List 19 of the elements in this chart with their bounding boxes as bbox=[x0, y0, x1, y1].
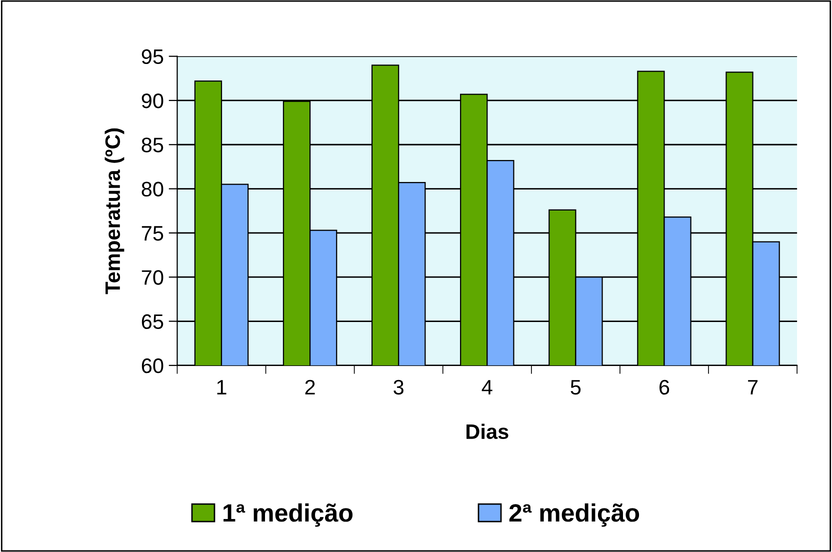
x-tick-label: 7 bbox=[748, 380, 758, 394]
legend-label: 1ª medição bbox=[224, 503, 353, 527]
legend-label: 2ª medição bbox=[509, 503, 640, 527]
x-tick-label: 2 bbox=[305, 380, 315, 394]
x-tick-label: 6 bbox=[660, 380, 670, 395]
x-tick-label: 1 bbox=[217, 380, 226, 394]
y-tick-label: 65 bbox=[142, 314, 164, 330]
y-tick-label: 70 bbox=[142, 270, 164, 285]
y-tick-label: 80 bbox=[142, 182, 164, 197]
y-tick-label: 75 bbox=[142, 226, 164, 241]
y-axis-title: Temperatura (ºC) bbox=[104, 128, 124, 294]
y-tick-label: 95 bbox=[142, 49, 164, 64]
x-tick-label: 5 bbox=[570, 380, 581, 395]
y-tick-label: 60 bbox=[142, 358, 164, 374]
y-tick-label: 85 bbox=[142, 138, 164, 152]
y-tick-label: 90 bbox=[142, 93, 164, 108]
x-tick-label: 4 bbox=[482, 380, 492, 394]
x-axis-title: Dias bbox=[466, 424, 508, 440]
x-tick-label: 3 bbox=[394, 380, 404, 395]
